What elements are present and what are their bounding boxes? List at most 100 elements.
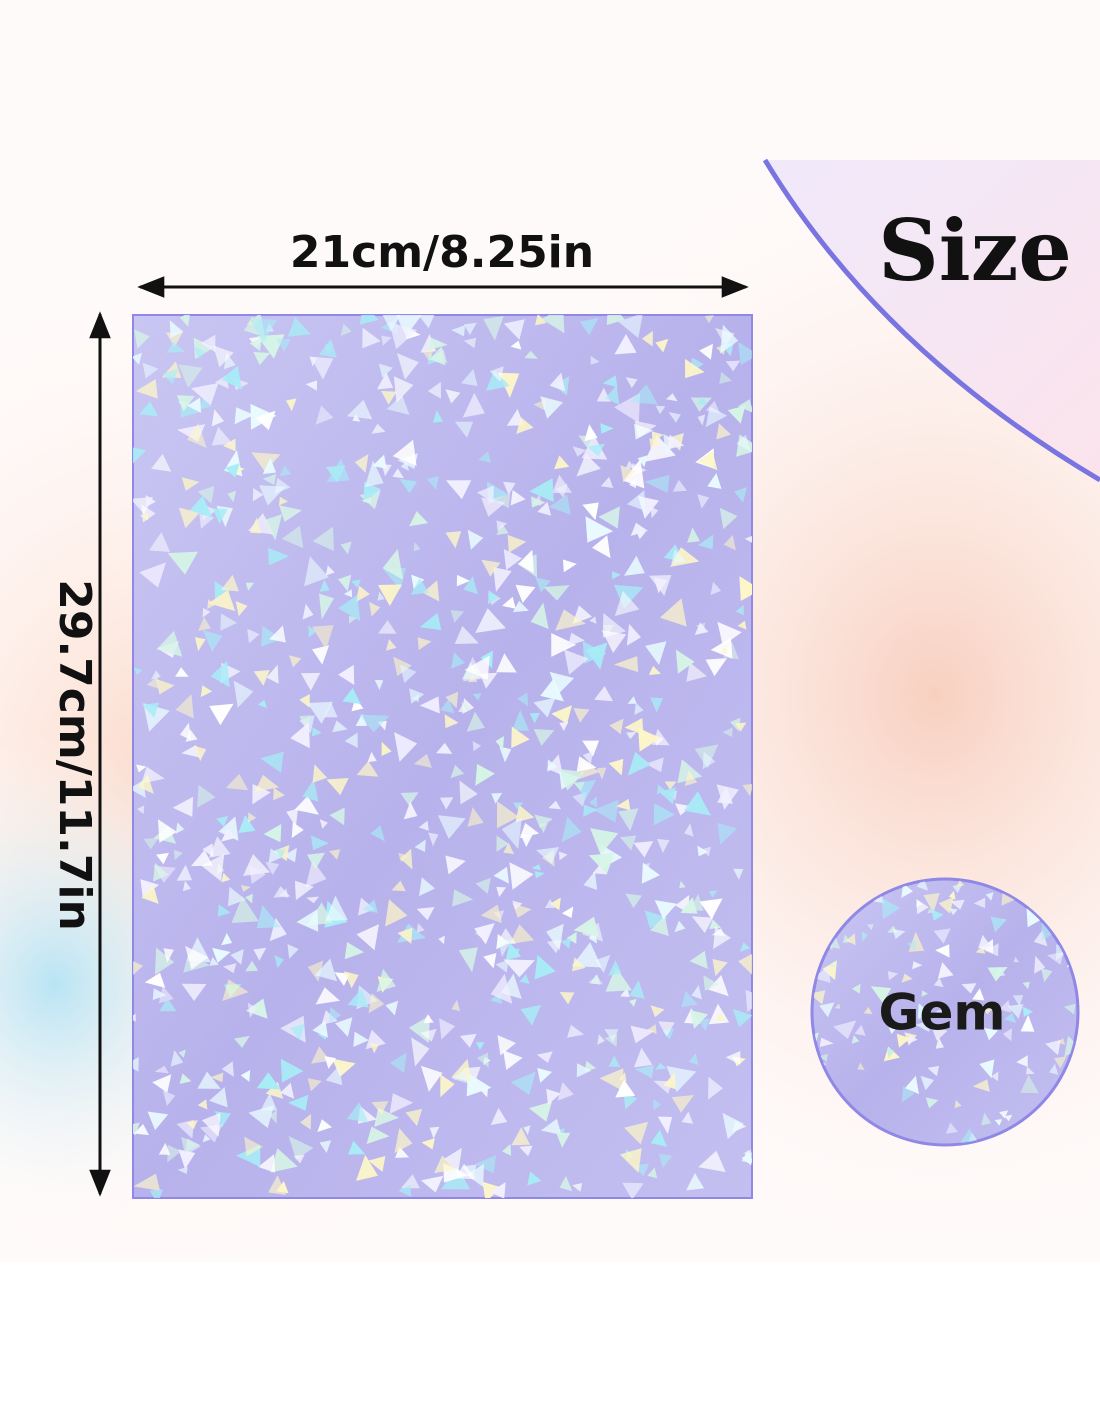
sparkle (325, 1066, 343, 1086)
sparkle (177, 1167, 188, 1174)
sparkle (362, 327, 381, 349)
sparkle (528, 1101, 552, 1122)
sparkle (372, 454, 387, 469)
sparkle (370, 825, 385, 842)
sparkle (633, 1047, 653, 1068)
sparkle (385, 1000, 399, 1016)
sparkle (497, 801, 519, 829)
sparkle (498, 938, 512, 957)
sparkle (436, 742, 453, 754)
sparkle (502, 1143, 512, 1156)
sparkle (1020, 1014, 1035, 1032)
sparkle (133, 667, 143, 676)
sparkle (398, 1184, 412, 1197)
sparkle (450, 610, 464, 623)
sparkle (420, 1028, 437, 1042)
sparkle (901, 973, 913, 983)
sparkle (199, 513, 215, 529)
sparkle (475, 608, 506, 633)
sparkle (445, 389, 461, 404)
sparkle (651, 431, 664, 443)
sparkle (960, 1128, 977, 1144)
sparkle (828, 961, 836, 968)
sparkle (359, 315, 379, 325)
sparkle (312, 625, 334, 650)
sparkle (477, 485, 494, 504)
sparkle (438, 935, 445, 945)
sparkle (133, 1013, 136, 1022)
sparkle (854, 1024, 866, 1036)
sparkle (912, 961, 923, 970)
sparkle (666, 1066, 697, 1093)
sparkle (999, 1110, 1008, 1119)
sparkle (1041, 968, 1053, 983)
sparkle (432, 410, 443, 423)
sparkle (663, 1072, 676, 1090)
sparkle (419, 877, 435, 897)
sparkle (385, 899, 408, 927)
sparkle (520, 1004, 542, 1026)
sparkle (480, 904, 502, 924)
sparkle (1026, 907, 1044, 928)
sparkle (416, 907, 435, 921)
sparkle (414, 839, 426, 852)
sparkle (546, 1088, 561, 1105)
sparkle (561, 906, 574, 918)
sparkle (593, 799, 619, 823)
sparkle (994, 1119, 1003, 1126)
sparkle (481, 497, 506, 517)
sparkle (381, 335, 392, 346)
sparkle (915, 1019, 933, 1032)
sparkle (908, 1034, 918, 1044)
sparkle (276, 339, 292, 352)
sparkle (659, 1153, 673, 1168)
sparkle (346, 399, 373, 420)
sparkle (658, 1021, 675, 1037)
sparkle (400, 664, 417, 684)
sparkle (222, 438, 236, 452)
sparkle (392, 439, 417, 466)
sparkle (744, 535, 752, 543)
sparkle (614, 590, 640, 617)
sparkle (927, 1065, 940, 1077)
sparkle (286, 808, 298, 827)
sparkle (136, 764, 147, 773)
sparkle (1012, 995, 1024, 1007)
sparkle (730, 717, 741, 732)
sparkle (213, 345, 234, 368)
sparkle (870, 986, 892, 1003)
sparkle (221, 872, 231, 883)
sparkle (253, 947, 267, 961)
sparkle (541, 315, 565, 334)
sparkle (419, 696, 440, 714)
sparkle (638, 727, 661, 752)
sparkle (637, 455, 648, 468)
sparkle (597, 1034, 605, 1045)
sparkle (681, 1111, 694, 1124)
sparkle (221, 828, 236, 842)
sparkle (276, 1181, 289, 1194)
sparkle (451, 1070, 471, 1084)
sparkle (240, 1070, 251, 1082)
sparkle (472, 741, 482, 752)
sparkle (722, 1112, 744, 1140)
sparkle (512, 900, 523, 910)
sparkle (712, 959, 728, 977)
sparkle (275, 849, 286, 860)
sparkle (377, 372, 394, 390)
sparkle (530, 602, 549, 630)
sparkle (413, 541, 421, 552)
sparkle (722, 727, 733, 737)
sparkle (600, 423, 614, 434)
sparkle (257, 699, 267, 709)
sparkle (378, 363, 393, 378)
sparkle (475, 764, 495, 786)
sparkle (210, 660, 230, 688)
sparkle (659, 598, 687, 627)
sparkle (445, 855, 466, 875)
sparkle (315, 405, 334, 425)
sparkle (720, 645, 728, 654)
sparkle (927, 908, 934, 914)
sparkle (181, 477, 200, 491)
